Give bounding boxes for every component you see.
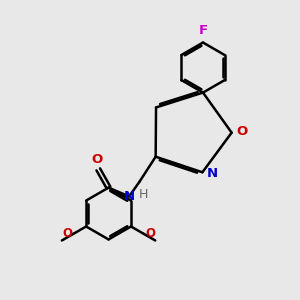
Text: H: H xyxy=(139,188,148,202)
Text: N: N xyxy=(207,167,218,180)
Text: N: N xyxy=(124,190,135,203)
Text: O: O xyxy=(91,153,102,166)
Text: O: O xyxy=(236,125,247,138)
Text: F: F xyxy=(198,24,208,37)
Text: O: O xyxy=(62,227,72,240)
Text: O: O xyxy=(145,227,155,240)
